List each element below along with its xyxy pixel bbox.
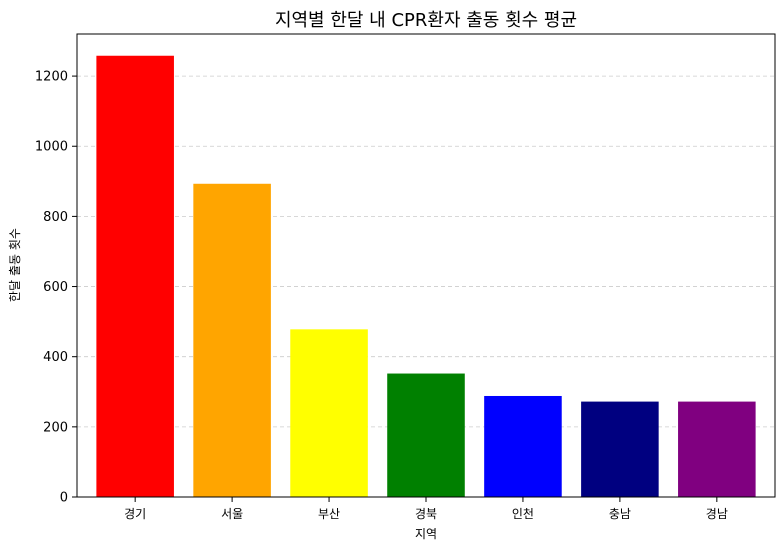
y-tick-label: 600 — [43, 280, 68, 295]
y-tick-label: 400 — [43, 350, 68, 365]
x-tick-label: 인천 — [512, 506, 534, 521]
bar-2 — [193, 184, 271, 497]
y-tick-label: 800 — [43, 210, 68, 225]
x-tick-label: 서울 — [221, 507, 243, 521]
y-tick-label: 1200 — [35, 70, 68, 85]
x-tick-label: 경북 — [415, 507, 437, 521]
x-axis-label: 지역 — [415, 527, 437, 541]
x-tick-label: 충남 — [609, 507, 631, 521]
y-axis-ticks: 0 200 400 600 800 1000 1200 — [35, 70, 77, 506]
y-tick-label: 200 — [43, 420, 68, 435]
bars — [96, 56, 755, 497]
bar-7 — [678, 402, 756, 497]
y-axis-label: 한달 출동 횟수 — [8, 228, 22, 302]
y-tick-label: 0 — [60, 491, 68, 506]
y-tick-label: 1000 — [35, 140, 68, 155]
chart-title: 지역별 한달 내 CPR환자 출동 횟수 평균 — [275, 10, 577, 31]
bar-3 — [290, 329, 368, 497]
x-axis-ticks: 경기 서울 부산 경북 인천 충남 경남 — [124, 497, 728, 521]
bar-6 — [581, 402, 659, 497]
x-tick-label: 부산 — [318, 507, 340, 521]
bar-1 — [96, 56, 174, 497]
x-tick-label: 경기 — [124, 507, 146, 521]
bar-4 — [387, 374, 465, 497]
bar-5 — [484, 396, 562, 497]
x-tick-label: 경남 — [706, 507, 728, 521]
